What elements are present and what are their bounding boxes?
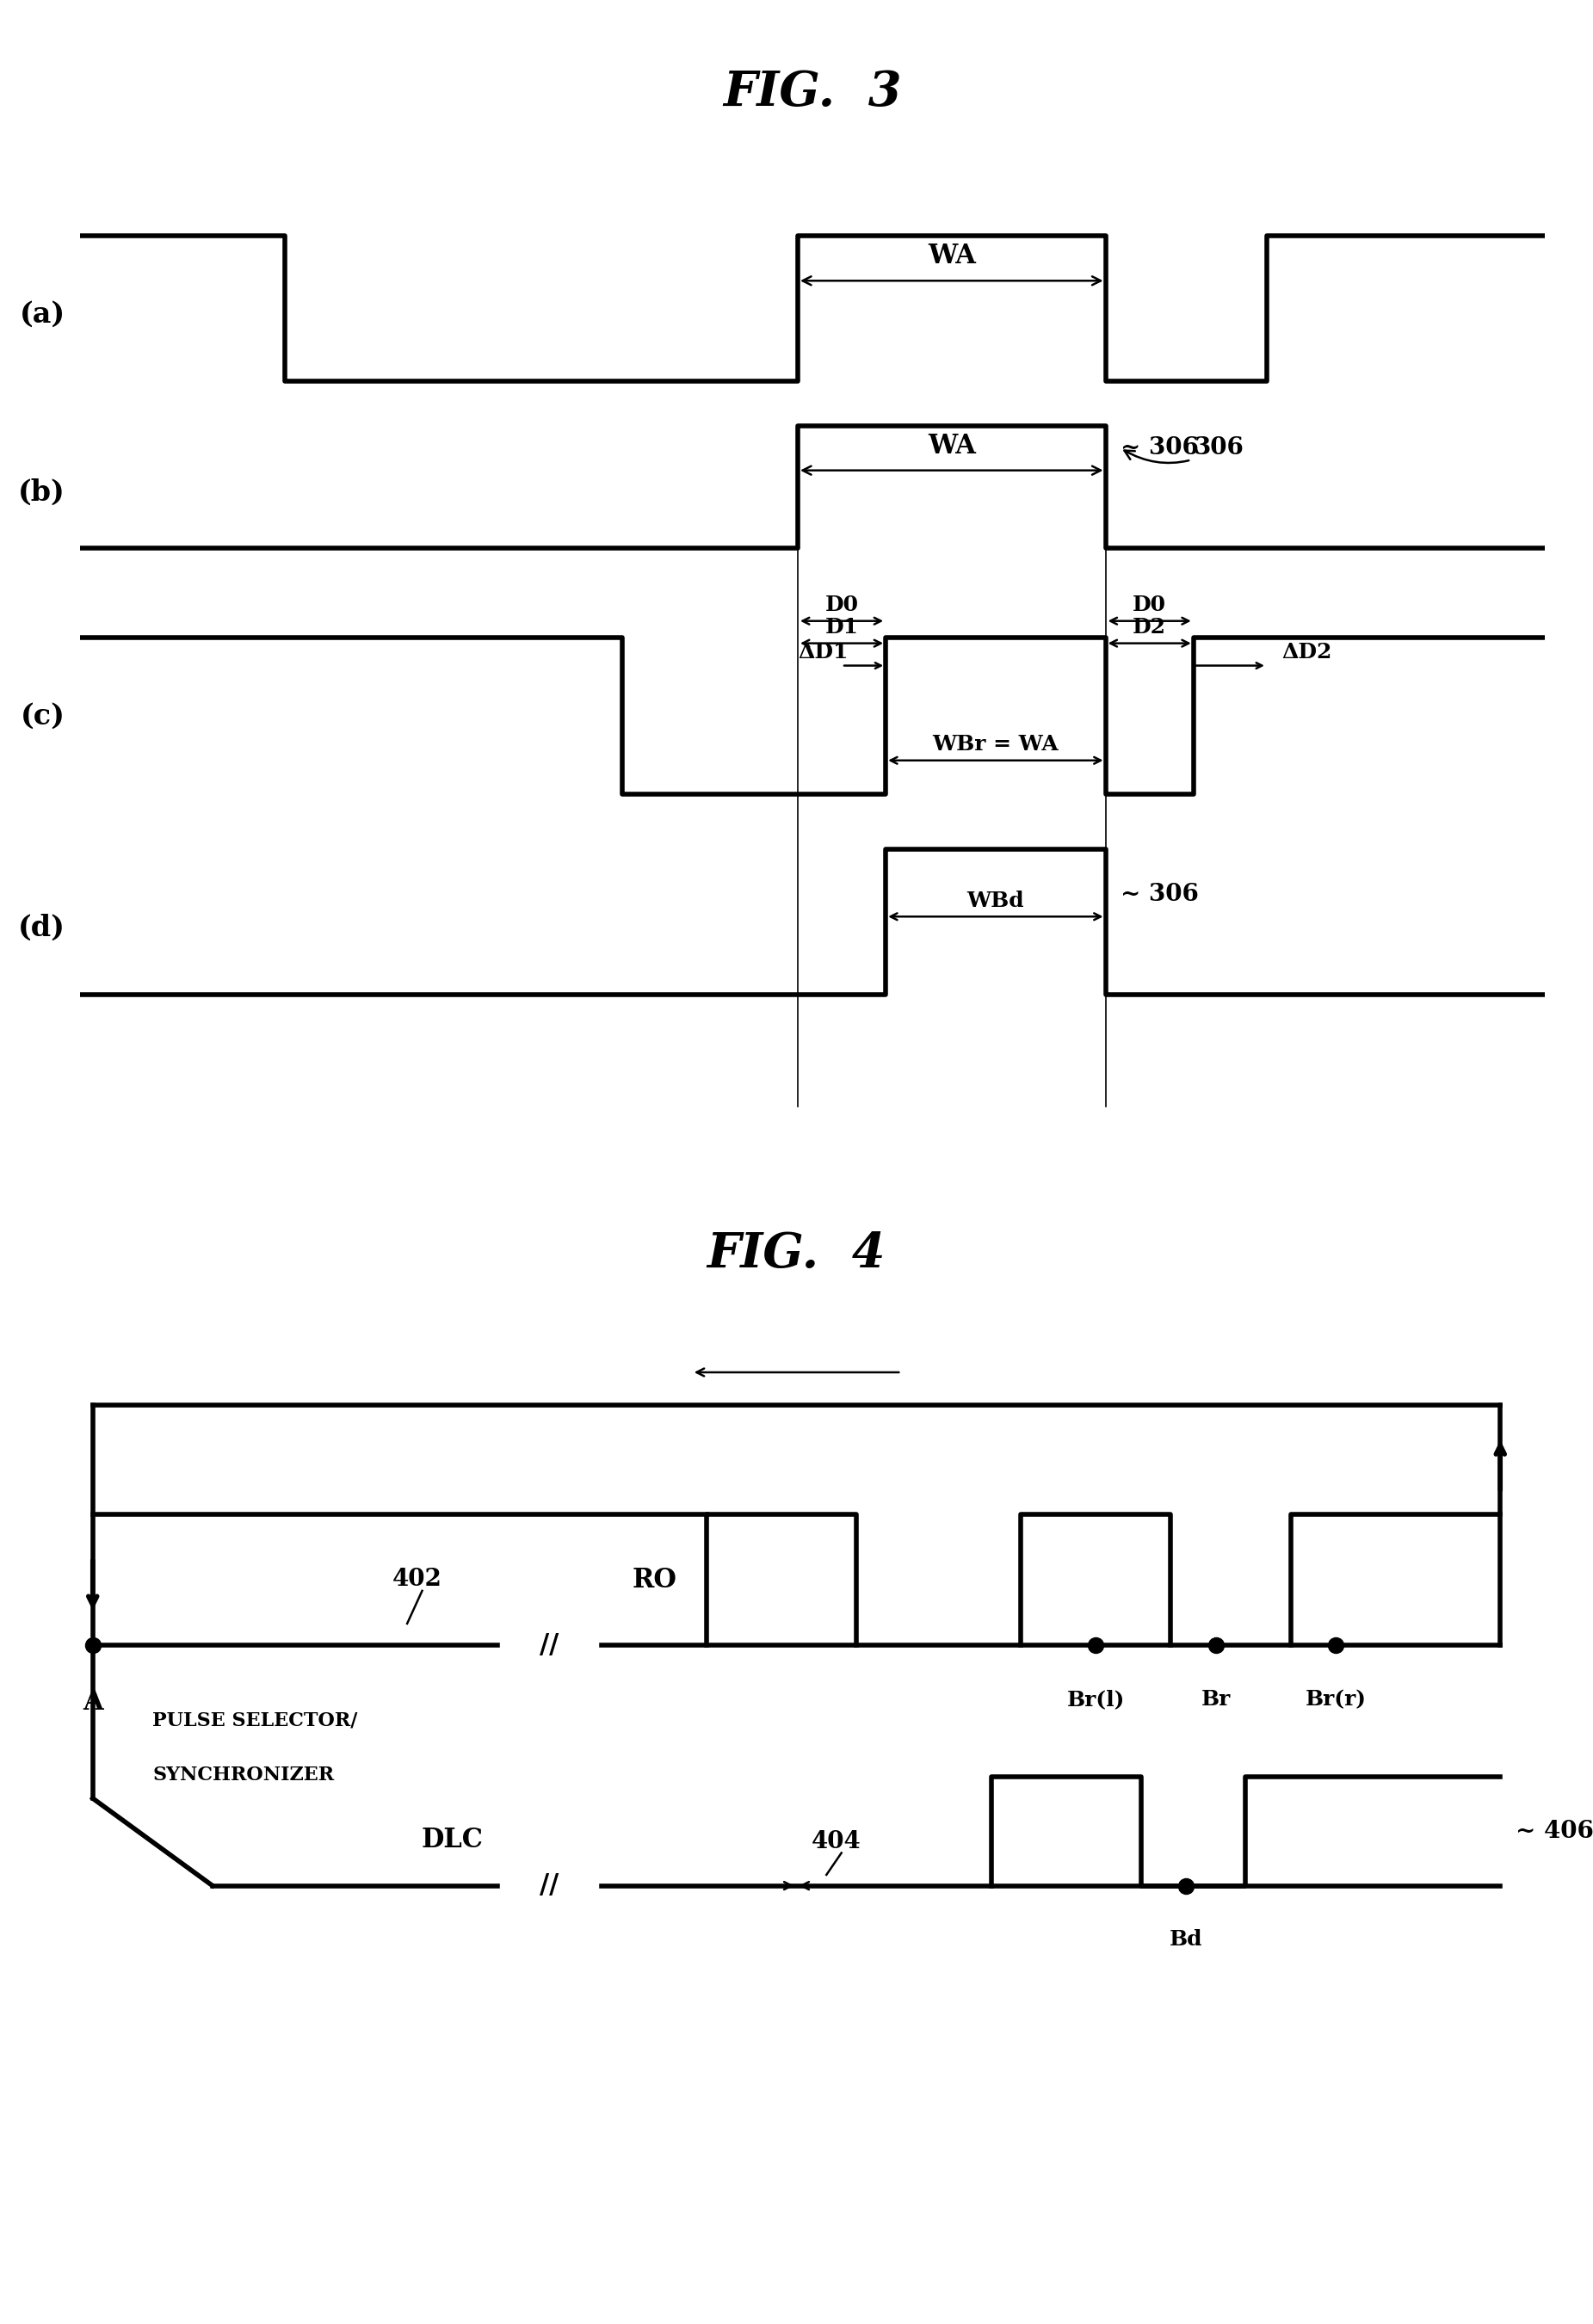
Text: ~ 306: ~ 306 (1120, 883, 1198, 906)
Text: WA: WA (927, 432, 975, 460)
Text: D2: D2 (1133, 618, 1166, 637)
Text: ΔD1: ΔD1 (798, 641, 847, 662)
Text: //: // (540, 1873, 559, 1899)
Text: RO: RO (632, 1566, 677, 1594)
Text: D0: D0 (1133, 595, 1166, 616)
Text: Br: Br (1201, 1690, 1230, 1710)
Text: (a): (a) (19, 300, 65, 328)
Text: ΔD2: ΔD2 (1281, 641, 1332, 662)
Text: D1: D1 (825, 618, 859, 637)
Text: WA: WA (927, 244, 975, 270)
Text: 404: 404 (811, 1829, 862, 1852)
Text: (b): (b) (18, 479, 65, 507)
Text: FIG.  3: FIG. 3 (723, 70, 902, 116)
Text: Bd: Bd (1169, 1929, 1203, 1950)
Text: 402: 402 (392, 1569, 441, 1590)
Text: ~ 406: ~ 406 (1515, 1820, 1593, 1843)
Text: DLC: DLC (421, 1827, 483, 1852)
Text: (d): (d) (18, 913, 65, 941)
Text: A: A (83, 1690, 104, 1715)
Text: WBd: WBd (967, 890, 1024, 911)
Text: D0: D0 (825, 595, 859, 616)
Text: SYNCHRONIZER: SYNCHRONIZER (153, 1766, 335, 1785)
Text: PULSE SELECTOR/: PULSE SELECTOR/ (153, 1710, 358, 1729)
Text: 306: 306 (1125, 437, 1243, 462)
Text: Br(l): Br(l) (1067, 1690, 1125, 1710)
Text: Br(r): Br(r) (1305, 1690, 1367, 1710)
Text: (c): (c) (21, 702, 65, 730)
Text: ~ 306: ~ 306 (1120, 437, 1198, 460)
Text: //: // (540, 1631, 559, 1659)
Text: FIG.  4: FIG. 4 (707, 1229, 886, 1278)
Text: WBr = WA: WBr = WA (932, 734, 1059, 755)
